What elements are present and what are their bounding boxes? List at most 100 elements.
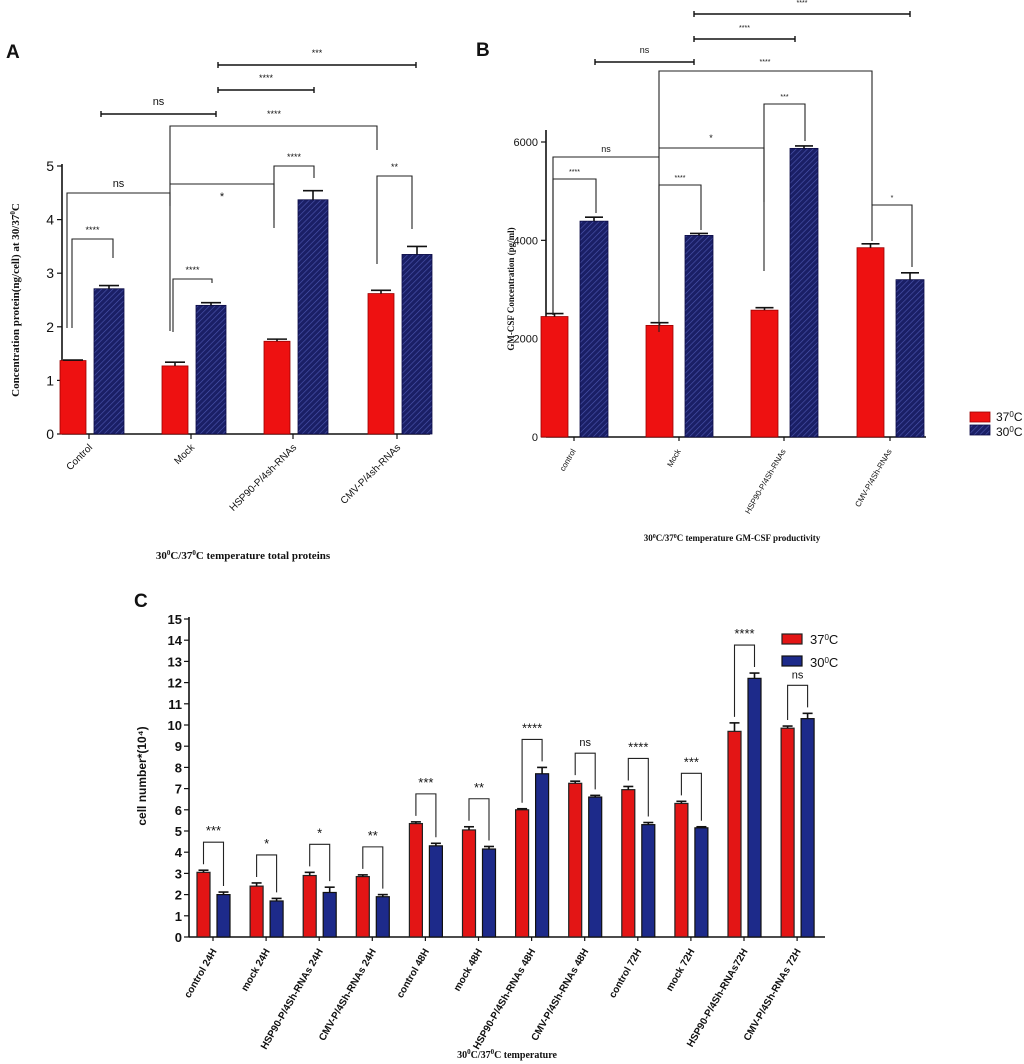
x-tick-label: CMV-P/4Sh-RNAs [853,448,893,509]
x-tick-label: HSP90-P/4sh-RNAs [228,442,299,513]
bar-30c [481,848,497,938]
bar-37c [263,340,291,435]
x-axis-title: 300C/370C temperature [457,1048,557,1061]
bar-37c [621,789,636,938]
sig-mock-vs-cmv-bracket [658,70,873,270]
y-tick-label: 3 [175,866,182,881]
bar-37c [367,293,395,435]
sig-top-ns-label: ns [153,96,165,108]
bar-37c [540,316,569,438]
y-tick-label: 1 [175,909,182,924]
bar-30c [800,718,815,938]
bar-30c [684,235,714,438]
bar-30c [297,199,329,435]
bar-37c [302,874,317,938]
y-tick-label: 1 [46,372,54,388]
sig-cmv-bracket [376,175,413,264]
sig-label: *** [418,775,433,790]
y-tick-label: 3 [46,265,54,281]
x-axis-title: 300C/370C temperature total proteins [156,549,331,562]
sig-label: *** [206,823,221,838]
bar-30c [195,304,227,435]
x-tick-label: Mock [172,442,197,467]
legend-label-37c: 370C [996,410,1023,425]
sig-control-label: **** [85,225,100,235]
bar-37c [674,802,689,938]
legend-swatch-37c [969,411,991,423]
bar-37c [514,809,530,938]
x-tick-label: HSP90-P/4Sh-RNAs 48H [471,947,538,1052]
y-tick-label: 2 [175,888,182,903]
y-tick-label: 13 [168,654,182,669]
bar-37c [408,822,423,938]
sig-top-hsp90-label: **** [259,73,274,83]
y-tick-label: 6000 [514,137,538,149]
x-tick-label: control 72H [607,947,644,1000]
bar-37c [461,829,477,938]
sig-mock-bracket [172,278,213,332]
chart-panel-a: 0 1 2 3 4 5 Control Mock HSP90-P/4sh-RNAs CMV-P/4… [9,48,433,562]
x-tick-label: control 48H [395,947,432,1000]
bar-37c [780,727,795,938]
sig-bracket [202,841,225,887]
sig-bracket [256,854,278,893]
y-tick-label: 12 [168,676,182,691]
sig-bracket [733,644,756,717]
bar-30c [895,279,925,438]
sig-mock-vs-hsp90-label: * [709,133,713,143]
bar-30c [534,773,550,938]
y-tick-label: 15 [168,612,182,627]
sig-hsp90-label: *** [780,94,788,101]
y-tick-label: 0 [532,432,538,444]
y-tick-label: 2000 [514,334,538,346]
y-tick-label: 5 [175,824,182,839]
x-tick-label: mock 24H [240,947,273,993]
sig-mock-label: **** [185,265,200,275]
bar-37c [59,360,87,435]
sig-mock-vs-cmv-bracket [169,125,378,331]
legend-label-30c: 300C [810,655,838,670]
bar-37c [568,782,583,938]
bar-30c [694,827,709,938]
sig-cmv-bracket [871,204,913,267]
y-axis-title: GM-CSF Concentration (pg/ml) [506,227,516,350]
x-tick-label: HSP90-P/4Sh-RNAs 24H [259,947,326,1052]
sig-bracket [468,798,490,841]
y-tick-label: 4 [46,212,54,228]
x-tick-label: mock 72H [664,947,697,993]
sig-control-vs-mock-label: ns [601,144,611,154]
bar-30c [93,288,125,435]
sig-top-cmv-label: *** [312,48,323,58]
sig-hsp90-label: **** [287,152,302,162]
bar-30c [216,893,231,938]
x-tick-label: Control [65,442,96,473]
bar-37c [196,871,211,938]
legend-swatch-30c [781,655,803,667]
legend-label-37c: 370C [810,632,838,647]
legend-swatch-37c [781,633,803,645]
sig-bracket [627,757,649,817]
x-tick-label: CMV-P/4Sh-RNAs 48H [530,947,592,1043]
sig-bracket [521,738,543,803]
bar-30c [322,891,337,938]
sig-control-vs-mock-bracket [552,156,659,315]
sig-label: * [317,825,322,840]
sig-control-vs-mock-label: ns [113,178,125,190]
sig-label: ** [474,780,484,795]
chart-panel-b: 0 2000 4000 6000 control Mock HSP90-P/4Sh-RNAs… [506,0,1023,543]
sig-mock-vs-hsp90-label: * [220,191,225,203]
x-tick-label: CMV-P/4sh-RNAs [339,442,403,506]
bar-30c [641,824,656,938]
bar-30c [428,845,443,938]
bar-30c [588,796,603,938]
bar-30c [747,677,762,938]
sig-mock-label: **** [675,175,686,182]
y-axis-title: Concentration protein(ng/cell) at 30/370… [9,203,22,397]
x-tick-label: HSP90-P/4Sh-RNAs72H [685,947,750,1049]
y-tick-label: 10 [168,718,182,733]
sig-label: ns [579,737,591,749]
sig-control-label: **** [569,169,580,176]
y-axis-title: cell number*(10⁴) [135,726,149,825]
